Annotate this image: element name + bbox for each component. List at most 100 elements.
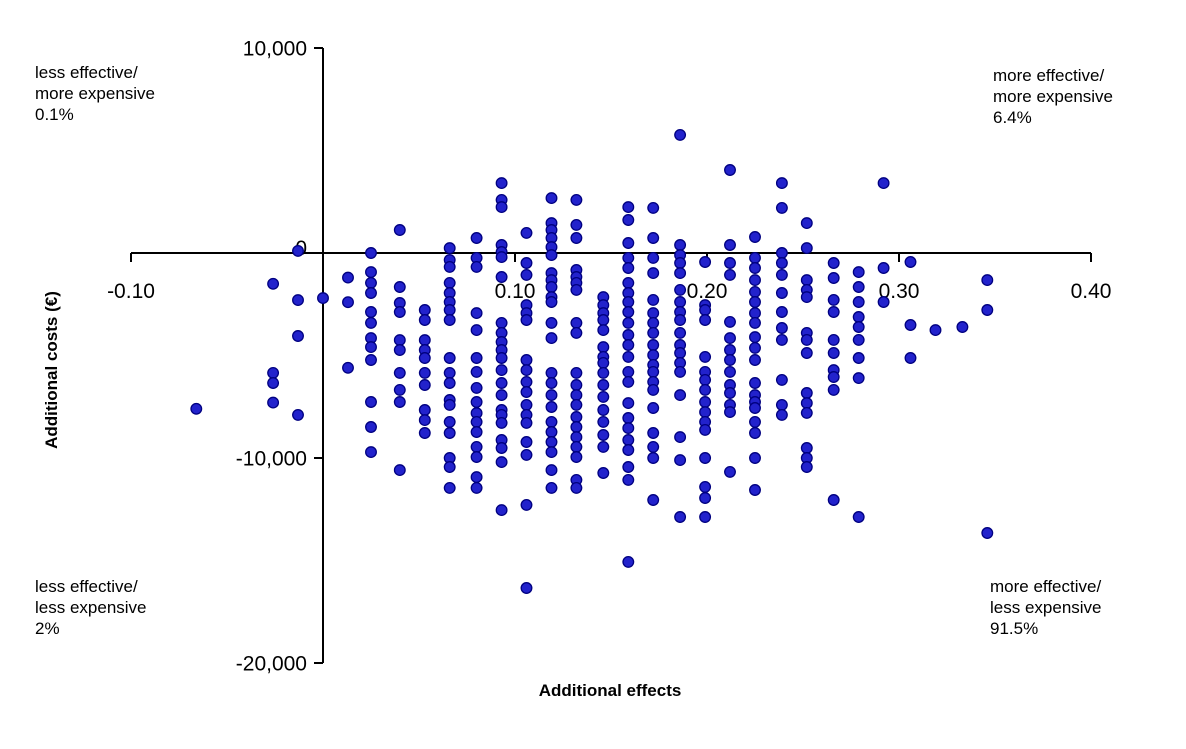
data-point bbox=[622, 434, 635, 446]
data-point bbox=[292, 408, 304, 421]
data-point bbox=[724, 354, 736, 366]
data-point bbox=[699, 256, 712, 268]
quadrant-label-line: less effective/ bbox=[35, 63, 138, 82]
data-point bbox=[520, 354, 533, 366]
data-point bbox=[545, 249, 558, 262]
data-point bbox=[495, 201, 508, 214]
data-point bbox=[545, 426, 558, 438]
data-point bbox=[495, 364, 508, 377]
data-point bbox=[622, 262, 635, 274]
data-point bbox=[292, 294, 304, 307]
data-point bbox=[622, 329, 635, 341]
data-point bbox=[775, 398, 788, 411]
data-point bbox=[749, 285, 761, 298]
data-point bbox=[418, 427, 431, 439]
data-point bbox=[699, 383, 712, 396]
data-point bbox=[495, 442, 508, 454]
data-point bbox=[570, 431, 583, 444]
data-point bbox=[470, 324, 483, 337]
data-point bbox=[647, 402, 660, 414]
data-point bbox=[699, 480, 712, 493]
data-point bbox=[724, 344, 736, 356]
data-point bbox=[699, 423, 712, 436]
data-point bbox=[647, 452, 660, 464]
data-point bbox=[622, 276, 635, 289]
data-point bbox=[597, 356, 610, 369]
data-point bbox=[800, 333, 813, 346]
data-point bbox=[622, 422, 635, 435]
quadrant-label-line: more expensive bbox=[993, 87, 1114, 106]
data-point bbox=[393, 396, 406, 408]
data-point bbox=[674, 347, 687, 359]
data-point bbox=[292, 330, 304, 342]
data-point bbox=[365, 421, 377, 433]
data-point bbox=[365, 354, 377, 366]
data-point bbox=[647, 440, 660, 453]
data-point bbox=[827, 371, 840, 383]
data-point bbox=[749, 316, 761, 329]
data-point bbox=[470, 381, 483, 394]
data-point bbox=[365, 316, 377, 329]
data-point bbox=[674, 431, 687, 444]
data-point bbox=[520, 582, 533, 594]
data-point bbox=[443, 242, 456, 255]
data-point bbox=[674, 239, 687, 251]
data-point bbox=[443, 352, 456, 364]
data-point bbox=[800, 387, 813, 399]
data-point bbox=[495, 456, 508, 469]
data-point bbox=[570, 411, 583, 423]
data-point bbox=[622, 251, 635, 264]
data-point bbox=[852, 281, 865, 293]
data-point bbox=[545, 436, 558, 448]
data-point bbox=[622, 473, 635, 486]
quadrant-label-bottom-right: more effective/ less expensive 91.5% bbox=[990, 576, 1102, 639]
data-point bbox=[365, 341, 377, 354]
data-point bbox=[570, 232, 583, 244]
data-point bbox=[904, 319, 917, 331]
data-point bbox=[852, 296, 865, 308]
data-point bbox=[418, 366, 431, 379]
data-point bbox=[470, 396, 483, 408]
data-point bbox=[545, 296, 558, 308]
data-point bbox=[827, 333, 840, 346]
quadrant-label-line: less expensive bbox=[35, 598, 147, 617]
data-point bbox=[267, 377, 280, 389]
data-point bbox=[622, 237, 635, 249]
data-point bbox=[622, 397, 635, 410]
data-point bbox=[749, 427, 761, 439]
data-point bbox=[393, 366, 406, 379]
data-point bbox=[852, 333, 865, 346]
data-point bbox=[647, 201, 660, 214]
data-point bbox=[699, 406, 712, 419]
data-point bbox=[724, 332, 736, 345]
data-point bbox=[800, 291, 813, 304]
data-point bbox=[418, 379, 431, 391]
data-point bbox=[520, 436, 533, 448]
data-point bbox=[443, 260, 456, 273]
data-point bbox=[852, 352, 865, 364]
data-point bbox=[622, 306, 635, 318]
data-point bbox=[520, 314, 533, 326]
data-point bbox=[749, 296, 761, 308]
data-point bbox=[545, 481, 558, 494]
data-point bbox=[775, 373, 788, 386]
data-point bbox=[545, 332, 558, 345]
data-point bbox=[520, 226, 533, 239]
data-point bbox=[267, 366, 280, 379]
data-point bbox=[495, 177, 508, 190]
data-point bbox=[904, 352, 917, 364]
data-point bbox=[647, 293, 660, 306]
data-point bbox=[495, 389, 508, 402]
data-point bbox=[570, 366, 583, 379]
data-point bbox=[365, 396, 377, 408]
quadrant-label-line: less effective/ bbox=[35, 577, 138, 596]
data-point bbox=[800, 217, 813, 230]
data-point bbox=[981, 304, 994, 316]
data-point bbox=[674, 128, 687, 141]
data-point bbox=[570, 421, 583, 433]
data-point bbox=[597, 379, 610, 391]
data-point bbox=[724, 257, 736, 269]
data-point bbox=[520, 398, 533, 411]
data-point bbox=[647, 494, 660, 506]
